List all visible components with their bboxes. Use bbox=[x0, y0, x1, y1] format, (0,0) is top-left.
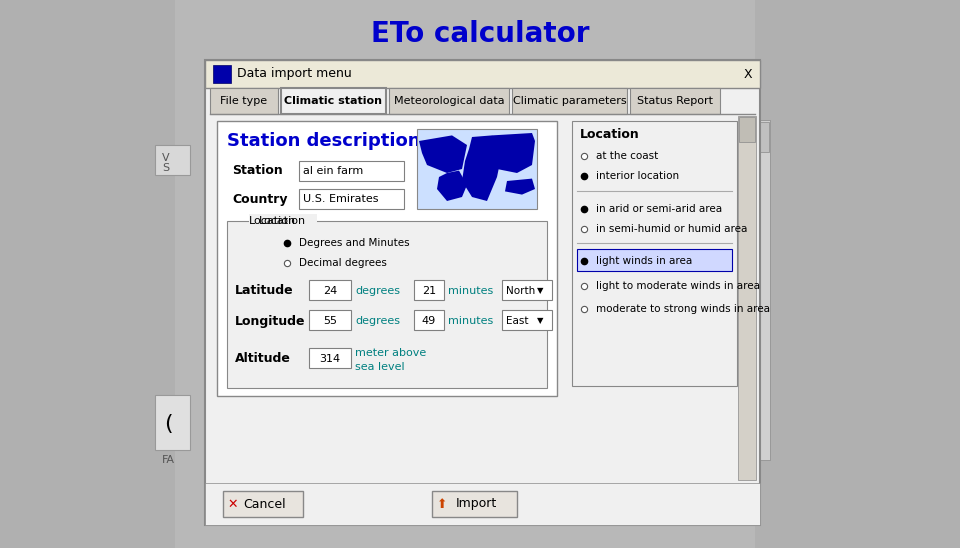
Text: Cancel: Cancel bbox=[244, 498, 286, 511]
Polygon shape bbox=[462, 135, 502, 201]
Text: X: X bbox=[744, 67, 753, 81]
Text: (: ( bbox=[164, 414, 172, 434]
Polygon shape bbox=[487, 133, 535, 173]
Text: minutes: minutes bbox=[448, 316, 493, 326]
Bar bbox=[309, 348, 351, 368]
Bar bbox=[309, 310, 351, 330]
Bar bbox=[213, 65, 231, 83]
Text: in semi-humid or humid area: in semi-humid or humid area bbox=[596, 224, 748, 234]
Text: 314: 314 bbox=[320, 354, 341, 364]
Polygon shape bbox=[419, 135, 467, 173]
Text: degrees: degrees bbox=[355, 286, 400, 296]
Text: V: V bbox=[162, 153, 170, 163]
Bar bbox=[502, 280, 552, 300]
Bar bbox=[309, 280, 351, 300]
Bar bbox=[577, 249, 732, 271]
Text: 21: 21 bbox=[422, 286, 436, 296]
Bar bbox=[414, 310, 444, 330]
Bar bbox=[419, 131, 535, 207]
Text: Climatic parameters: Climatic parameters bbox=[513, 96, 626, 106]
Text: Import: Import bbox=[455, 498, 496, 511]
Text: FA: FA bbox=[162, 455, 175, 465]
Bar bbox=[299, 189, 404, 209]
Text: Station: Station bbox=[232, 164, 283, 178]
Text: Data import menu: Data import menu bbox=[237, 67, 351, 81]
Text: Meteorological data: Meteorological data bbox=[394, 96, 504, 106]
Bar bbox=[223, 491, 303, 517]
Text: Status Report: Status Report bbox=[637, 96, 713, 106]
Text: S: S bbox=[162, 163, 169, 173]
Text: Latitude: Latitude bbox=[235, 284, 294, 298]
Text: 24: 24 bbox=[323, 286, 337, 296]
Text: meter above: meter above bbox=[355, 348, 426, 358]
Bar bbox=[630, 88, 720, 114]
Text: interior location: interior location bbox=[596, 171, 679, 181]
Text: 49: 49 bbox=[421, 316, 436, 326]
Bar bbox=[205, 60, 760, 88]
Bar bbox=[432, 491, 517, 517]
Text: Climatic station: Climatic station bbox=[284, 96, 382, 106]
Bar bbox=[753, 122, 769, 152]
Bar bbox=[414, 280, 444, 300]
Text: light winds in area: light winds in area bbox=[596, 256, 692, 266]
Text: North: North bbox=[506, 286, 536, 296]
Text: Degrees and Minutes: Degrees and Minutes bbox=[299, 238, 410, 248]
Bar bbox=[249, 214, 317, 228]
Bar bbox=[512, 88, 627, 114]
Text: moderate to strong winds in area: moderate to strong winds in area bbox=[596, 304, 770, 314]
Polygon shape bbox=[505, 179, 535, 195]
Text: Decimal degrees: Decimal degrees bbox=[299, 258, 387, 268]
Text: sea level: sea level bbox=[355, 362, 404, 372]
Text: light to moderate winds in area: light to moderate winds in area bbox=[596, 281, 760, 291]
Text: Country: Country bbox=[232, 192, 287, 206]
Bar bbox=[739, 117, 755, 142]
Text: at the coast: at the coast bbox=[596, 151, 659, 161]
Bar bbox=[155, 145, 190, 175]
Bar bbox=[502, 310, 552, 330]
Bar bbox=[205, 60, 760, 525]
Bar bbox=[227, 221, 547, 388]
Bar bbox=[738, 116, 756, 480]
Bar bbox=[281, 88, 386, 114]
Bar bbox=[419, 131, 535, 207]
Bar bbox=[572, 121, 737, 386]
Bar bbox=[0, 0, 175, 548]
Text: minutes: minutes bbox=[448, 286, 493, 296]
Text: Location: Location bbox=[258, 216, 305, 226]
Bar bbox=[389, 88, 509, 114]
Text: ETo calculator: ETo calculator bbox=[371, 20, 589, 48]
Text: Location: Location bbox=[249, 216, 296, 226]
Bar bbox=[217, 121, 557, 396]
Text: 55: 55 bbox=[323, 316, 337, 326]
Bar bbox=[299, 161, 404, 181]
Polygon shape bbox=[437, 170, 467, 201]
Text: degrees: degrees bbox=[355, 316, 400, 326]
Text: Longitude: Longitude bbox=[235, 315, 305, 328]
Text: U.S. Emirates: U.S. Emirates bbox=[303, 194, 378, 204]
Text: File type: File type bbox=[221, 96, 268, 106]
Text: ▼: ▼ bbox=[537, 317, 543, 326]
Bar bbox=[752, 120, 770, 460]
Text: Altitude: Altitude bbox=[235, 352, 291, 366]
Text: in arid or semi-arid area: in arid or semi-arid area bbox=[596, 204, 722, 214]
Text: ⬆: ⬆ bbox=[437, 498, 447, 511]
Bar bbox=[210, 88, 278, 114]
Bar bbox=[417, 129, 537, 209]
Text: ▼: ▼ bbox=[537, 287, 543, 295]
Text: ✕: ✕ bbox=[228, 498, 238, 511]
Text: Station description: Station description bbox=[227, 132, 420, 150]
Bar bbox=[205, 483, 760, 525]
Bar bbox=[755, 0, 960, 548]
Text: al ein farm: al ein farm bbox=[303, 166, 363, 176]
Text: East: East bbox=[506, 316, 529, 326]
Bar bbox=[155, 395, 190, 450]
Text: Location: Location bbox=[580, 128, 639, 140]
